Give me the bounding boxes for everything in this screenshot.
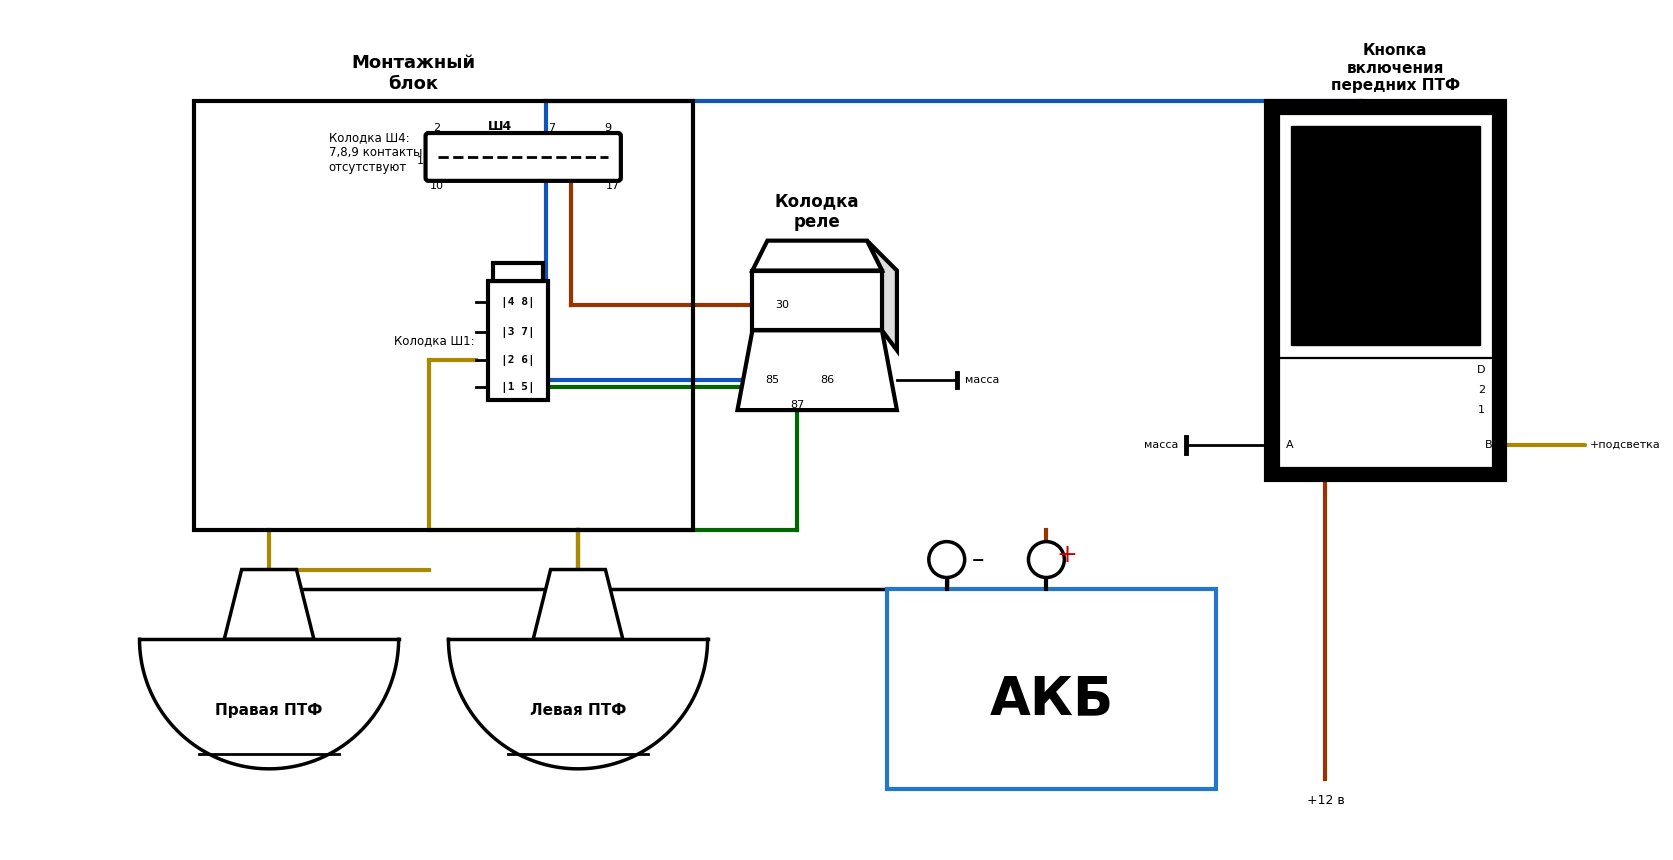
Polygon shape — [139, 639, 398, 769]
Text: 86: 86 — [820, 375, 833, 385]
Polygon shape — [224, 569, 315, 639]
Text: |2 6|: |2 6| — [500, 354, 535, 366]
Bar — [1280, 116, 1489, 355]
Polygon shape — [532, 569, 622, 639]
Text: |3 7|: |3 7| — [500, 327, 535, 338]
Text: Колодка
реле: Колодка реле — [775, 192, 858, 230]
Text: Колодка Ш4:
7,8,9 контакты
отсутствуют: Колодка Ш4: 7,8,9 контакты отсутствуют — [328, 132, 422, 175]
Text: B: B — [1484, 440, 1492, 450]
Text: 87: 87 — [790, 400, 805, 410]
Bar — [194, 101, 693, 530]
Bar — [1290, 126, 1479, 346]
Text: Ш4: Ш4 — [489, 120, 512, 133]
Circle shape — [929, 542, 964, 578]
Text: |4 8|: |4 8| — [500, 297, 535, 308]
Text: масса: масса — [1143, 440, 1178, 450]
Text: D: D — [1476, 366, 1484, 375]
Text: 2: 2 — [1477, 385, 1484, 395]
Text: A: A — [1285, 440, 1293, 450]
Text: Правая ПТФ: Правая ПТФ — [216, 703, 323, 718]
Bar — [1265, 101, 1504, 480]
Text: +12 в: +12 в — [1307, 794, 1343, 807]
Text: Монтажный
блок: Монтажный блок — [351, 54, 475, 93]
Text: +подсветка: +подсветка — [1589, 440, 1660, 450]
Bar — [887, 589, 1215, 789]
Text: 17: 17 — [606, 181, 619, 191]
Bar — [494, 262, 542, 280]
Text: Левая ПТФ: Левая ПТФ — [530, 703, 626, 718]
Polygon shape — [738, 330, 897, 410]
Polygon shape — [867, 241, 897, 350]
Text: +: + — [1056, 543, 1077, 567]
Text: Колодка Ш1:: Колодка Ш1: — [393, 334, 473, 347]
Text: 85: 85 — [765, 375, 780, 385]
Bar — [751, 271, 882, 330]
Circle shape — [1027, 542, 1064, 578]
Text: 2: 2 — [433, 123, 440, 133]
Text: 7: 7 — [547, 123, 555, 133]
Text: 9: 9 — [604, 123, 611, 133]
Text: масса: масса — [964, 375, 999, 385]
Text: 1: 1 — [1477, 405, 1484, 415]
Text: 30: 30 — [775, 300, 790, 310]
Text: |1 5|: |1 5| — [500, 382, 535, 393]
Text: 1: 1 — [417, 157, 423, 166]
Bar — [489, 280, 547, 400]
Polygon shape — [448, 639, 708, 769]
Text: –: – — [970, 548, 984, 572]
Text: Кнопка
включения
передних ПТФ: Кнопка включения передних ПТФ — [1330, 43, 1459, 93]
Text: 10: 10 — [430, 181, 443, 191]
FancyBboxPatch shape — [425, 133, 621, 181]
Text: АКБ: АКБ — [989, 673, 1113, 725]
Bar — [1280, 360, 1489, 465]
Polygon shape — [751, 241, 882, 271]
